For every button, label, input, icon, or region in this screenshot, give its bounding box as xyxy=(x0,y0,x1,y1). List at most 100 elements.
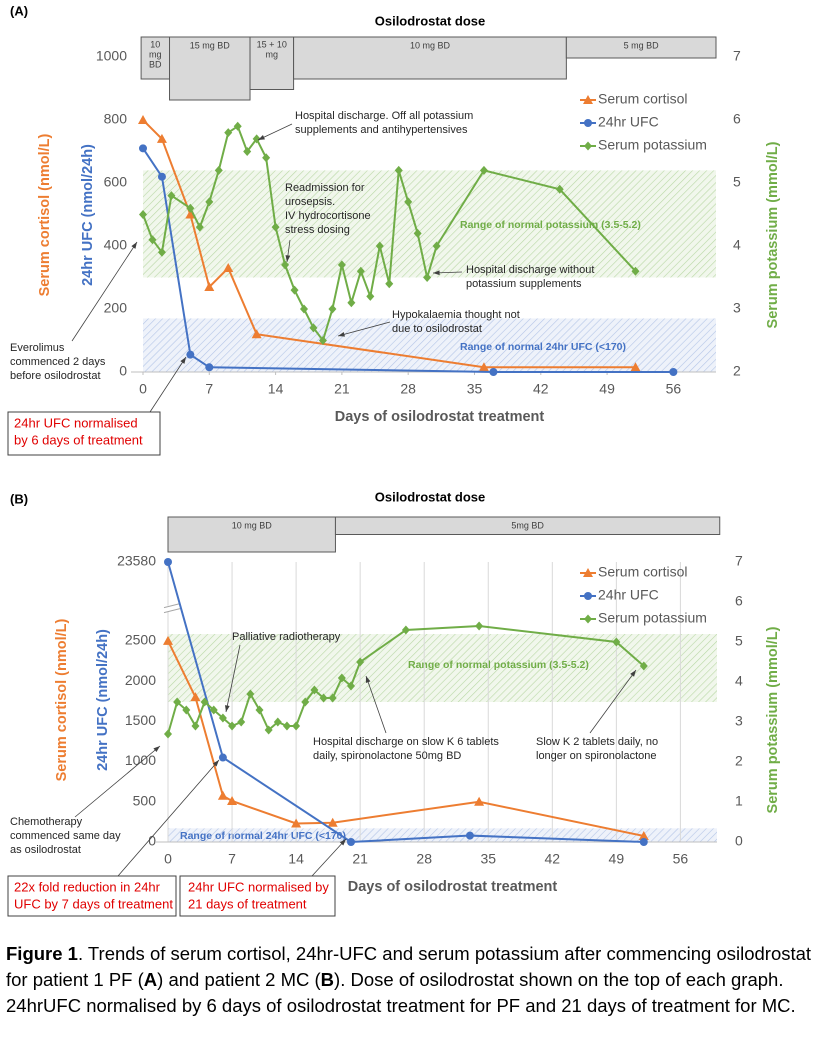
dose-bar xyxy=(169,36,251,101)
marker xyxy=(186,203,195,213)
dose-bar xyxy=(249,36,295,90)
band-label: Range of normal 24hr UFC (<170) xyxy=(180,830,346,842)
dose-title: Osilodrostat dose xyxy=(375,489,486,504)
dose-label: 5mg BD xyxy=(511,520,544,530)
marker xyxy=(243,147,252,156)
x-tick-label: 49 xyxy=(609,851,625,867)
axis-break xyxy=(163,608,181,614)
marker xyxy=(630,362,641,372)
marker xyxy=(281,260,290,270)
x-tick-label: 28 xyxy=(416,851,432,867)
marker xyxy=(337,673,346,683)
annotation-arrow xyxy=(71,241,138,342)
dose-label: 15 + 10 xyxy=(257,39,287,49)
x-tick-label: 35 xyxy=(467,381,483,397)
callout-box xyxy=(7,875,177,917)
marker xyxy=(163,635,173,645)
marker xyxy=(356,657,365,667)
y2-tick-label: 3 xyxy=(735,713,743,729)
marker xyxy=(301,697,310,707)
marker xyxy=(478,362,489,372)
callout-text: by 6 days of treatment xyxy=(14,432,143,447)
marker xyxy=(291,818,302,828)
x-tick-label: 21 xyxy=(334,381,350,397)
marker xyxy=(173,697,182,707)
caption-part: Figure 1 xyxy=(6,943,78,964)
annotation-text: as osilodrostat xyxy=(10,844,81,856)
arrow-head xyxy=(153,746,160,753)
annotation-text: Hospital discharge without xyxy=(466,264,594,276)
y-axis-label: 24hr UFC (nmol/24h) xyxy=(95,629,111,771)
arrow-head xyxy=(285,255,291,262)
y-axis-label: Serum cortisol (nmol/L) xyxy=(37,133,53,296)
y2-tick-label: 0 xyxy=(735,833,743,849)
dose-label: BD xyxy=(149,59,162,69)
dose-label: 15 mg BD xyxy=(190,40,231,50)
marker xyxy=(584,614,592,624)
axis-break xyxy=(164,605,180,612)
marker xyxy=(214,165,223,175)
annotation-arrow xyxy=(589,669,637,734)
dose-label: 10 mg BD xyxy=(232,520,273,530)
y-axis-label: 24hr UFC (nmol/24h) xyxy=(80,144,96,286)
y2-tick-label: 4 xyxy=(735,673,743,689)
marker xyxy=(139,144,147,153)
marker xyxy=(310,685,319,695)
marker xyxy=(318,336,327,345)
normal-range-band xyxy=(143,170,716,278)
y2-axis-label: Serum potassium (mmol/L) xyxy=(765,141,781,328)
y-tick-label: 0 xyxy=(148,833,156,849)
marker xyxy=(209,705,218,715)
dose-bar xyxy=(334,516,721,535)
legend-label: Serum cortisol xyxy=(598,91,687,107)
marker xyxy=(328,304,337,314)
dose-label: 10 mg BD xyxy=(410,40,451,50)
marker xyxy=(185,209,196,219)
marker xyxy=(327,817,338,827)
annotation-arrow xyxy=(149,356,187,413)
marker xyxy=(228,721,237,731)
marker xyxy=(584,592,592,600)
marker xyxy=(404,197,413,207)
marker xyxy=(583,95,593,104)
panel-label: (A) xyxy=(10,3,28,18)
figure: (A) Osilodrostat dose Range of normal pota… xyxy=(7,3,781,917)
annotation-text: Hospital discharge on slow K 6 tablets xyxy=(313,736,499,748)
marker xyxy=(271,222,280,232)
axis-break xyxy=(163,603,181,609)
marker xyxy=(555,184,564,194)
marker xyxy=(205,363,214,372)
marker xyxy=(195,222,204,232)
x-tick-label: 35 xyxy=(480,851,496,867)
annotation-text: urosepsis. xyxy=(285,196,335,208)
x-tick-label: 42 xyxy=(533,381,549,397)
y-tick-label: 2000 xyxy=(125,672,156,688)
x-tick-label: 7 xyxy=(205,381,213,397)
series-line xyxy=(142,147,674,373)
marker xyxy=(237,717,246,727)
marker xyxy=(639,838,648,846)
marker xyxy=(474,796,485,806)
marker xyxy=(631,266,640,276)
marker xyxy=(639,661,648,671)
callout-box xyxy=(179,875,336,917)
annotation-arrow xyxy=(74,745,161,818)
y-tick-label: 1000 xyxy=(125,752,156,768)
x-axis-label: Days of osilodrostat treatment xyxy=(348,879,558,895)
marker xyxy=(273,717,282,727)
marker xyxy=(138,115,148,124)
annotation-text: daily, spironolactone 50mg BD xyxy=(313,750,461,762)
y-tick-label: 800 xyxy=(104,111,128,127)
marker xyxy=(583,568,593,577)
x-tick-label: 56 xyxy=(673,851,689,867)
caption-part: . Trends of serum cortisol, 24hr-UFC and… xyxy=(6,943,812,990)
marker xyxy=(432,241,441,251)
marker xyxy=(251,329,262,339)
band-label: Range of normal 24hr UFC (<170) xyxy=(460,341,626,353)
y2-tick-label: 6 xyxy=(735,593,743,609)
annotation-arrow xyxy=(337,321,391,337)
normal-range-band xyxy=(143,318,716,372)
marker xyxy=(167,191,176,201)
marker xyxy=(157,247,166,257)
dose-label: mg xyxy=(266,49,279,59)
